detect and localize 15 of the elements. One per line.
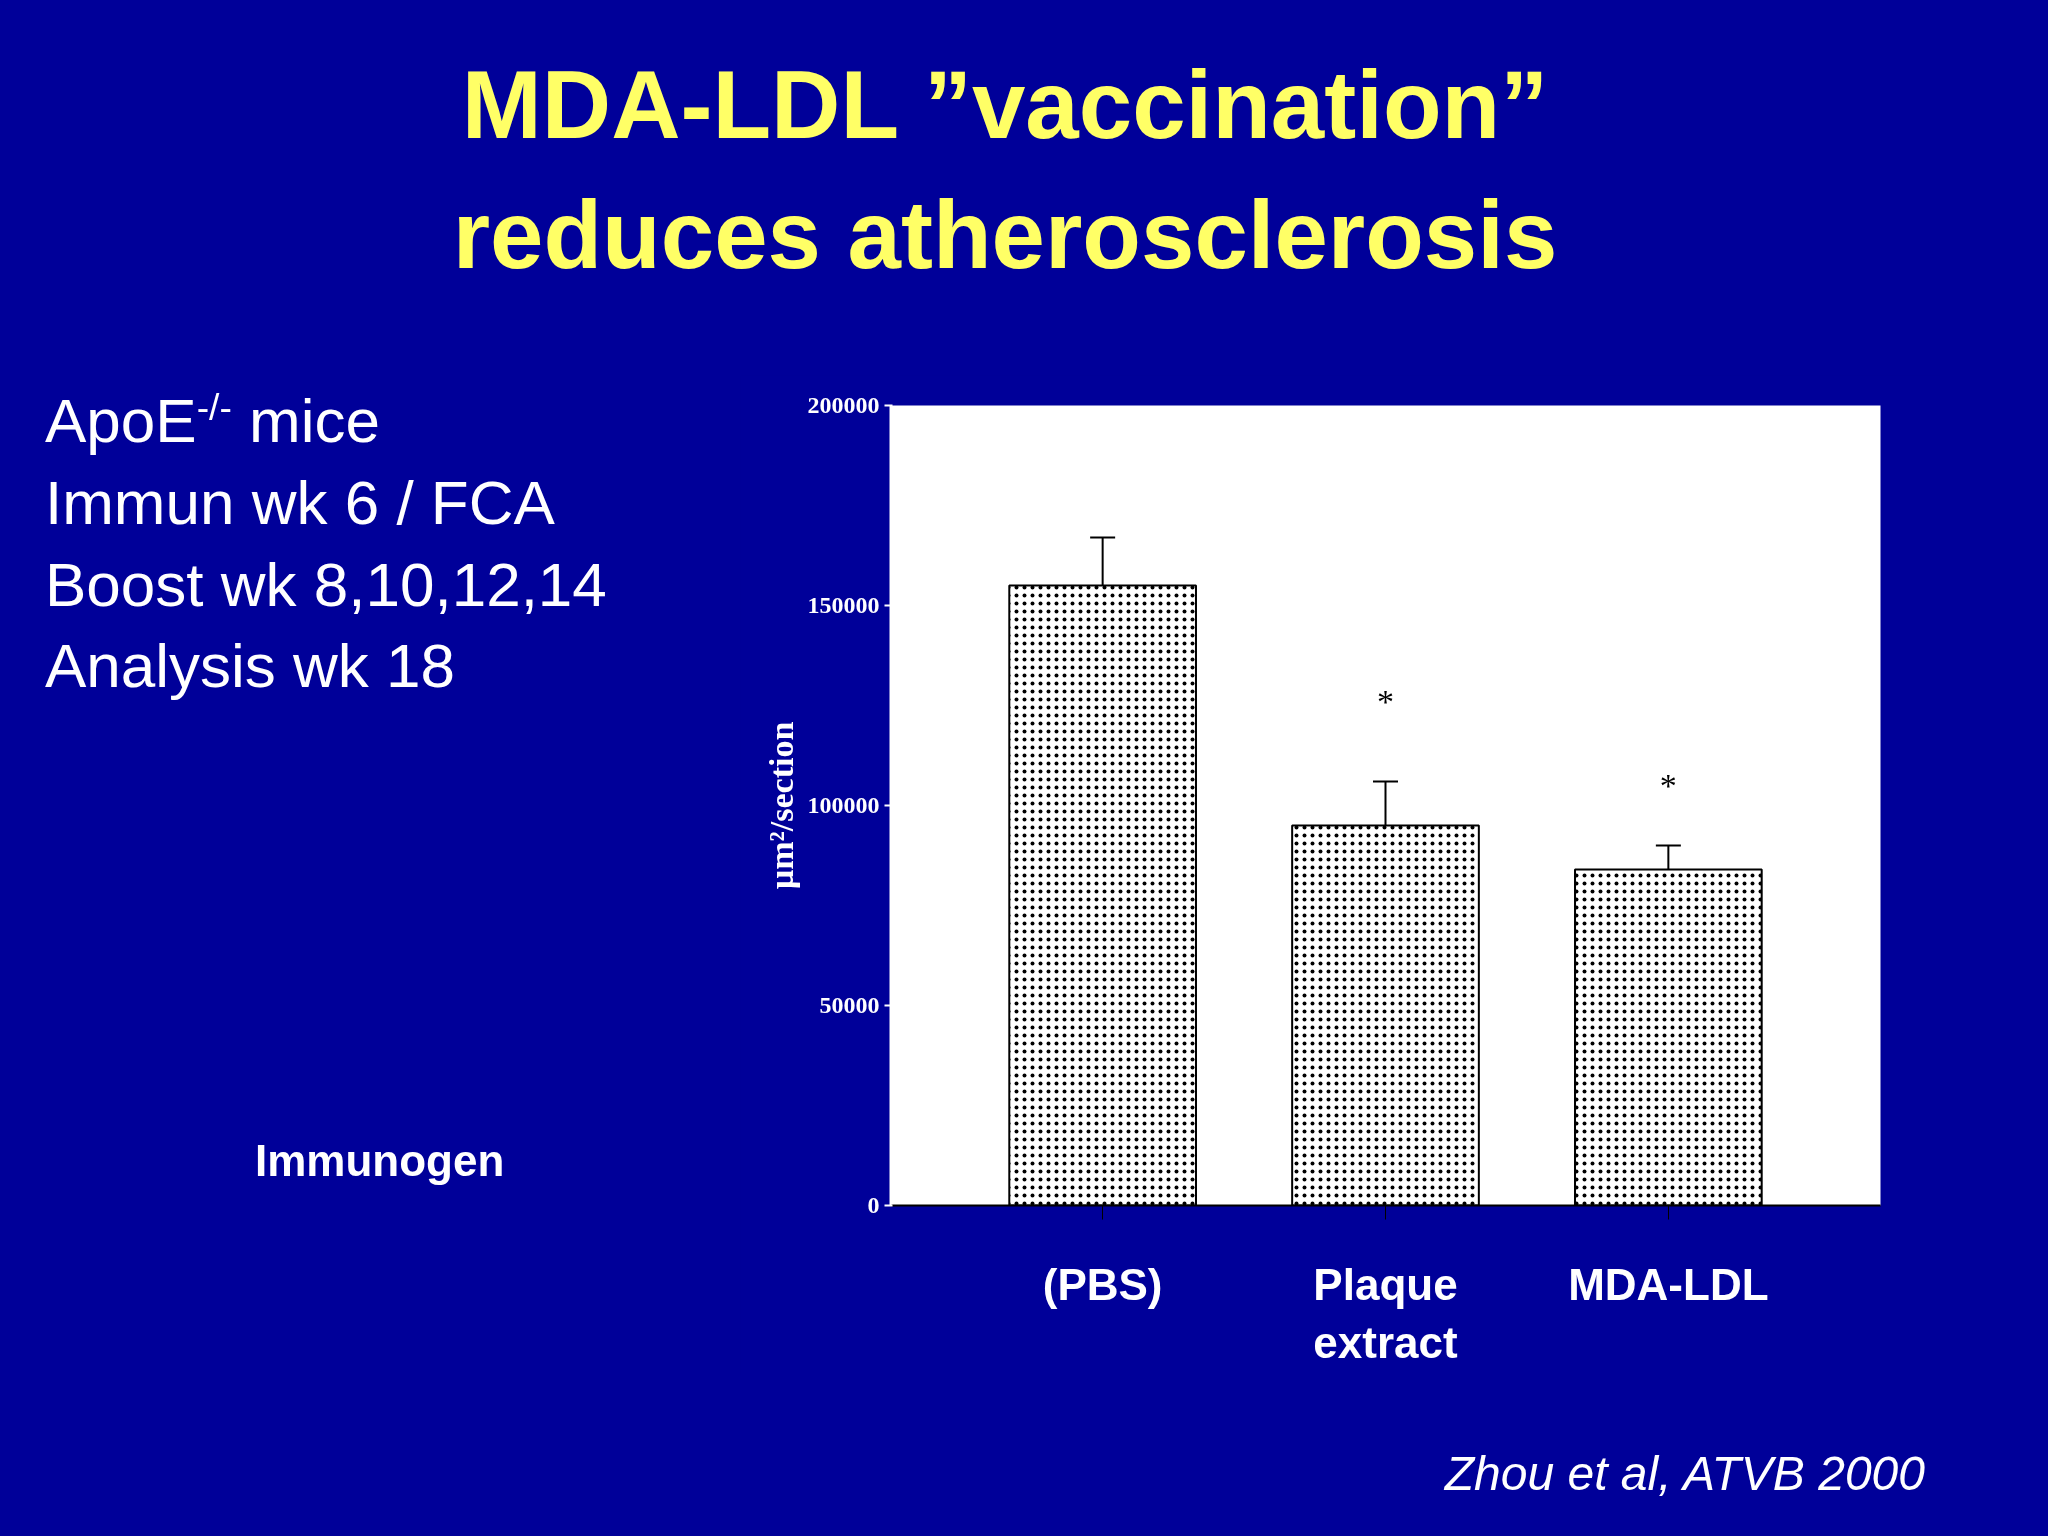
chart-title: MDA-LDL ”vaccination” reduces atherosclerosis — [451, 50, 1559, 290]
y-tick-label: 50000 — [819, 992, 880, 1018]
text: Zhou et al, ATVB 2000 — [1443, 1446, 1925, 1502]
y-tick-label: 0 — [867, 1192, 880, 1218]
y-tick-label: 150000 — [807, 592, 880, 618]
text: ApoE$^{-/-}$ mice Immun wk 6 / FCA Boost wk 8,10,12,14 Analysis wk 18 — [45, 385, 607, 703]
x-tick-label: MDA-LDL — [1568, 1259, 1769, 1309]
y-axis-title: µm²/section — [762, 721, 800, 890]
y-tick-label: 100000 — [807, 792, 880, 818]
annotation: * — [1377, 683, 1394, 720]
annotation: * — [1659, 767, 1677, 804]
x-tick-label: (PBS) — [1042, 1259, 1163, 1309]
y-tick-label: 200000 — [807, 392, 880, 418]
text: Immunogen — [255, 1135, 505, 1187]
x-tick-label: Plaque extract — [1313, 1259, 1458, 1368]
